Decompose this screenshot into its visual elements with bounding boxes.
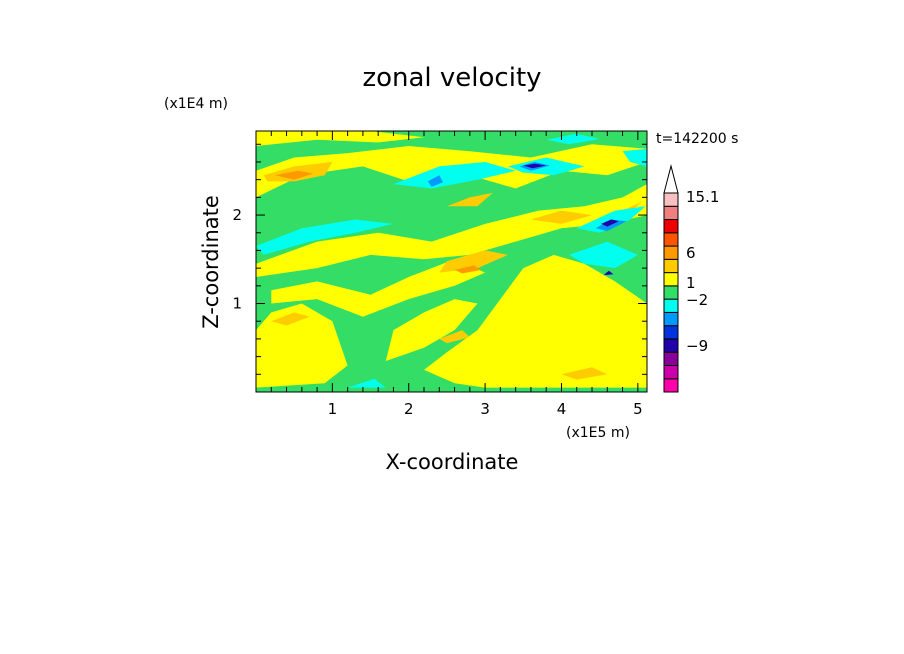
contour-region-15 (561, 367, 608, 380)
colorbar-level-12 (663, 219, 679, 234)
contour-region-12 (271, 312, 310, 326)
y-tick-label: 1 (232, 295, 242, 313)
chart-title: zonal velocity (362, 63, 541, 93)
contour-region-3 (256, 184, 647, 277)
x-tick-label: 2 (404, 400, 414, 418)
contour-region-18 (256, 219, 394, 255)
contour-region-29 (523, 163, 547, 169)
y-scale-label: (x1E4 m) (164, 96, 228, 112)
colorbar-level-13 (663, 205, 679, 221)
x-tick-label: 4 (557, 400, 567, 418)
plot-frame (255, 130, 648, 393)
time-label: t=142200 s (656, 131, 738, 147)
contour-region-22 (576, 206, 646, 233)
contour-region-17 (454, 265, 482, 274)
contour-region-19 (393, 162, 516, 189)
contour-region-2 (271, 259, 486, 317)
colorbar-level-9 (663, 258, 679, 274)
contour-region-5 (424, 254, 647, 388)
colorbar-level-5 (663, 311, 679, 327)
contour-region-1 (256, 303, 348, 388)
colorbar-level-14 (663, 192, 679, 207)
colorbar-extend-top (663, 164, 679, 194)
contour-region-30 (601, 219, 619, 227)
axis-ticks (256, 131, 647, 392)
contour-region-24 (347, 378, 386, 388)
colorbar-level-1 (663, 364, 679, 380)
y-axis-label: Z-coordinate (199, 195, 223, 329)
contour-field (256, 131, 647, 392)
colorbar-level-0 (663, 378, 679, 393)
colorbar-level-8 (663, 272, 679, 287)
contour-region-7 (256, 131, 424, 146)
colorbar-label: 6 (686, 244, 696, 262)
colorbar-level-7 (663, 285, 679, 300)
contour-region-6 (385, 299, 478, 361)
contour-region-31 (603, 270, 614, 276)
axis-tick-labels: 1 2 3 4 5 1 2 (232, 206, 642, 418)
y-tick-label: 2 (232, 206, 242, 224)
colorbar-level-10 (663, 245, 679, 260)
contour-region-27 (595, 219, 627, 231)
contour-region-23 (622, 148, 647, 167)
colorbar-level-6 (663, 298, 679, 313)
colorbar-label: −2 (686, 291, 708, 309)
x-scale-label: (x1E5 m) (566, 425, 630, 441)
colorbar-level-2 (663, 351, 679, 366)
contour-region-11 (446, 192, 493, 207)
contour-region-16 (275, 170, 314, 180)
x-tick-label: 5 (633, 400, 643, 418)
colorbar-label: −9 (686, 337, 708, 355)
colorbar-level-11 (663, 232, 679, 247)
x-tick-label: 1 (328, 400, 338, 418)
colorbar-level-3 (663, 338, 679, 353)
x-tick-label: 3 (480, 400, 490, 418)
colorbar-level-4 (663, 325, 679, 340)
colorbar-label: 15.1 (686, 188, 719, 206)
contour-region-9 (439, 250, 508, 273)
contour-region-10 (530, 210, 592, 224)
colorbar-label: 1 (686, 274, 696, 292)
contour-region-25 (546, 133, 600, 145)
x-axis-label: X-coordinate (386, 450, 519, 474)
contour-region-21 (569, 241, 638, 269)
contour-region-28 (427, 175, 444, 187)
contour-region-14 (439, 330, 470, 344)
colorbar: 15.1 6 1−2 −9 (663, 164, 719, 393)
